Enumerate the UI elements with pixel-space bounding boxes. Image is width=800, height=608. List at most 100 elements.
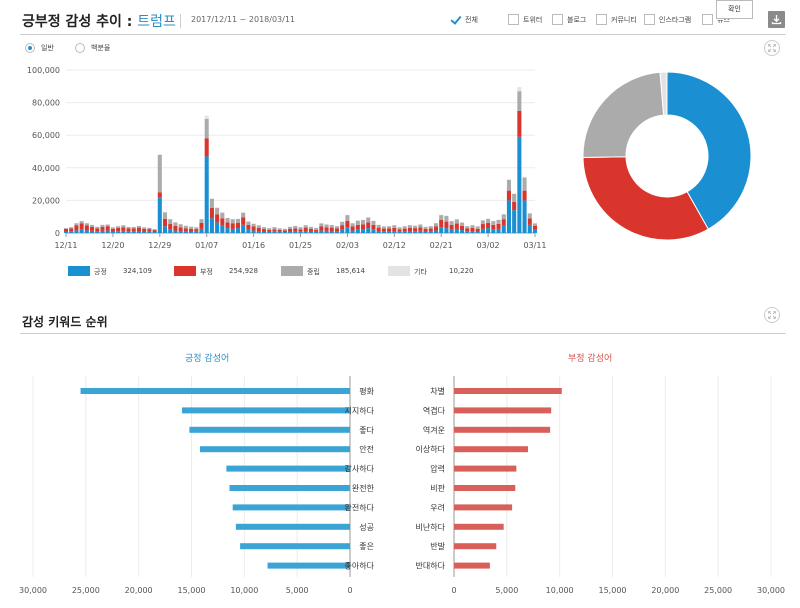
bar-segment[interactable] <box>366 228 371 233</box>
bar-segment[interactable] <box>100 230 105 233</box>
bar-segment[interactable] <box>517 87 522 92</box>
negative-keyword-bar[interactable] <box>454 426 551 433</box>
bar-segment[interactable] <box>230 223 235 229</box>
bar-segment[interactable] <box>444 228 449 233</box>
bar-segment[interactable] <box>173 222 178 226</box>
bar-segment[interactable] <box>486 222 491 229</box>
bar-segment[interactable] <box>334 228 340 232</box>
bar-segment[interactable] <box>454 223 459 229</box>
bar-segment[interactable] <box>246 224 251 230</box>
bar-segment[interactable] <box>444 221 449 229</box>
bar-segment[interactable] <box>361 229 366 233</box>
bar-segment[interactable] <box>433 223 439 227</box>
bar-segment[interactable] <box>168 224 173 230</box>
bar-segment[interactable] <box>256 227 261 232</box>
donut-slice[interactable] <box>659 71 668 116</box>
bar-segment[interactable] <box>116 226 121 228</box>
negative-keyword-bar[interactable] <box>454 485 516 491</box>
bar-segment[interactable] <box>147 227 152 230</box>
bar-segment[interactable] <box>298 231 303 233</box>
bar-segment[interactable] <box>126 228 131 232</box>
checkbox-icon[interactable] <box>644 14 655 25</box>
bar-segment[interactable] <box>413 231 418 233</box>
bar-segment[interactable] <box>241 212 246 218</box>
bar-segment[interactable] <box>397 229 402 232</box>
negative-keyword-bar[interactable] <box>454 562 490 569</box>
bar-segment[interactable] <box>272 231 277 233</box>
bar-segment[interactable] <box>246 221 251 225</box>
bar-segment[interactable] <box>282 232 287 233</box>
bar-segment[interactable] <box>215 222 220 233</box>
bar-segment[interactable] <box>220 212 225 219</box>
bar-segment[interactable] <box>189 226 194 229</box>
bar-segment[interactable] <box>512 193 517 203</box>
bar-segment[interactable] <box>460 225 465 231</box>
positive-keyword-bar[interactable] <box>226 465 350 472</box>
bar-segment[interactable] <box>256 231 261 233</box>
bar-segment[interactable] <box>407 227 412 232</box>
positive-keyword-bar[interactable] <box>232 504 350 511</box>
bar-segment[interactable] <box>532 225 538 230</box>
bar-segment[interactable] <box>131 226 136 229</box>
negative-keyword-bar[interactable] <box>454 388 562 394</box>
bar-segment[interactable] <box>522 200 527 233</box>
bar-segment[interactable] <box>225 222 230 229</box>
bar-segment[interactable] <box>162 226 168 233</box>
positive-keyword-bar[interactable] <box>235 523 350 530</box>
bar-segment[interactable] <box>355 224 360 230</box>
bar-segment[interactable] <box>506 180 511 191</box>
bar-segment[interactable] <box>491 221 496 225</box>
bar-segment[interactable] <box>183 228 188 232</box>
bar-segment[interactable] <box>116 227 121 232</box>
bar-segment[interactable] <box>272 229 277 232</box>
bar-segment[interactable] <box>496 228 501 233</box>
bar-segment[interactable] <box>298 227 303 230</box>
bar-segment[interactable] <box>204 118 209 139</box>
bar-segment[interactable] <box>121 230 126 233</box>
bar-segment[interactable] <box>298 229 303 232</box>
bar-segment[interactable] <box>267 228 272 230</box>
bar-segment[interactable] <box>324 230 329 233</box>
bar-segment[interactable] <box>517 91 522 111</box>
bar-segment[interactable] <box>293 228 298 232</box>
bar-segment[interactable] <box>142 231 147 233</box>
bar-segment[interactable] <box>418 224 423 228</box>
negative-keyword-bar[interactable] <box>454 523 504 530</box>
bar-segment[interactable] <box>433 226 439 231</box>
positive-keyword-bar[interactable] <box>199 446 350 453</box>
bar-segment[interactable] <box>246 229 251 233</box>
bar-segment[interactable] <box>480 224 485 229</box>
bar-segment[interactable] <box>491 229 496 233</box>
bar-segment[interactable] <box>199 219 204 223</box>
bar-segment[interactable] <box>147 229 152 232</box>
bar-segment[interactable] <box>449 224 454 230</box>
bar-segment[interactable] <box>392 227 397 232</box>
download-button[interactable] <box>768 11 785 28</box>
bar-segment[interactable] <box>288 231 293 233</box>
bar-segment[interactable] <box>230 219 235 224</box>
bar-segment[interactable] <box>199 222 204 229</box>
bar-segment[interactable] <box>251 223 256 227</box>
bar-segment[interactable] <box>79 229 84 233</box>
bar-segment[interactable] <box>303 225 308 228</box>
bar-segment[interactable] <box>413 225 418 229</box>
bar-segment[interactable] <box>522 177 527 191</box>
bar-segment[interactable] <box>282 230 287 233</box>
bar-segment[interactable] <box>277 229 282 232</box>
bar-segment[interactable] <box>392 231 397 233</box>
bar-segment[interactable] <box>532 223 538 226</box>
bar-segment[interactable] <box>178 227 183 232</box>
bar-segment[interactable] <box>465 228 470 232</box>
bar-segment[interactable] <box>428 228 433 232</box>
bar-segment[interactable] <box>423 226 428 229</box>
bar-segment[interactable] <box>168 219 173 225</box>
bar-segment[interactable] <box>256 225 261 228</box>
bar-segment[interactable] <box>470 231 475 233</box>
bar-segment[interactable] <box>251 230 256 233</box>
bar-segment[interactable] <box>402 231 407 233</box>
bar-segment[interactable] <box>460 222 465 226</box>
bar-segment[interactable] <box>110 227 115 229</box>
bar-segment[interactable] <box>522 176 527 178</box>
bar-segment[interactable] <box>423 231 428 233</box>
bar-segment[interactable] <box>84 230 89 233</box>
